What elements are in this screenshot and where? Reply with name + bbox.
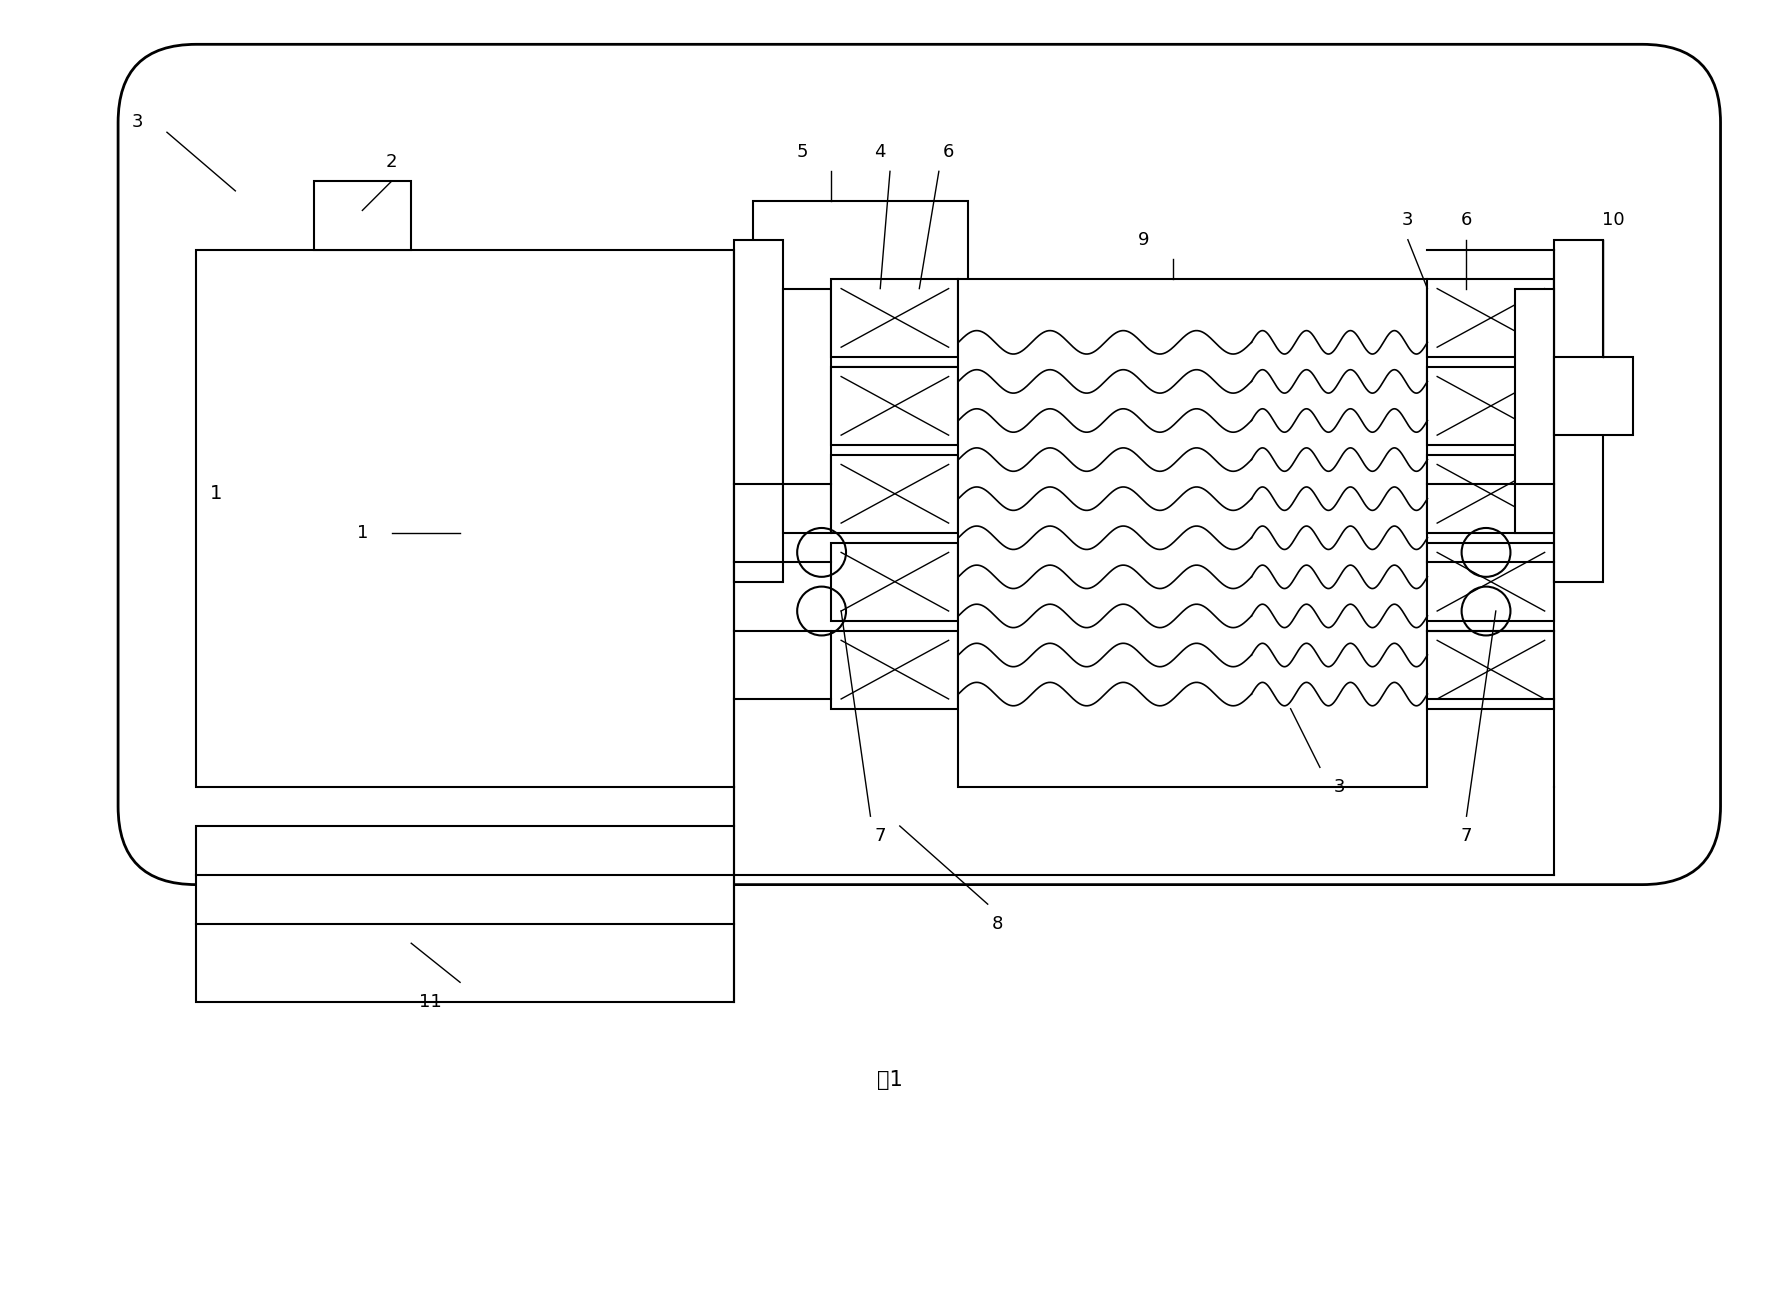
- Text: 10: 10: [1602, 211, 1625, 229]
- FancyBboxPatch shape: [753, 200, 968, 367]
- FancyBboxPatch shape: [196, 827, 733, 1002]
- Text: 1: 1: [356, 524, 368, 542]
- FancyBboxPatch shape: [1428, 542, 1554, 621]
- Text: 1: 1: [210, 485, 222, 503]
- Text: 7: 7: [874, 827, 886, 845]
- Text: 11: 11: [420, 993, 441, 1011]
- Text: 6: 6: [1461, 211, 1472, 229]
- FancyBboxPatch shape: [313, 181, 411, 249]
- FancyBboxPatch shape: [1515, 288, 1554, 533]
- Text: 3: 3: [132, 114, 144, 131]
- Text: 3: 3: [1403, 211, 1413, 229]
- FancyBboxPatch shape: [1428, 455, 1554, 533]
- Text: 8: 8: [991, 914, 1004, 933]
- FancyBboxPatch shape: [1428, 367, 1554, 445]
- Text: 7: 7: [1461, 827, 1472, 845]
- FancyBboxPatch shape: [831, 455, 958, 533]
- FancyBboxPatch shape: [1428, 279, 1554, 358]
- Text: 5: 5: [796, 143, 808, 161]
- FancyBboxPatch shape: [1554, 240, 1604, 582]
- FancyBboxPatch shape: [117, 45, 1721, 884]
- Text: 图1: 图1: [878, 1070, 902, 1090]
- FancyBboxPatch shape: [733, 240, 783, 582]
- FancyBboxPatch shape: [1554, 358, 1632, 435]
- FancyBboxPatch shape: [196, 249, 733, 787]
- Text: 4: 4: [874, 143, 886, 161]
- FancyBboxPatch shape: [831, 542, 958, 621]
- FancyBboxPatch shape: [783, 288, 831, 533]
- FancyBboxPatch shape: [1428, 630, 1554, 709]
- Text: 9: 9: [1137, 231, 1150, 249]
- FancyBboxPatch shape: [831, 367, 958, 445]
- FancyBboxPatch shape: [831, 630, 958, 709]
- FancyBboxPatch shape: [831, 279, 958, 358]
- Text: 3: 3: [1333, 778, 1346, 796]
- FancyBboxPatch shape: [958, 279, 1428, 787]
- Text: 2: 2: [386, 152, 397, 170]
- Text: 6: 6: [943, 143, 954, 161]
